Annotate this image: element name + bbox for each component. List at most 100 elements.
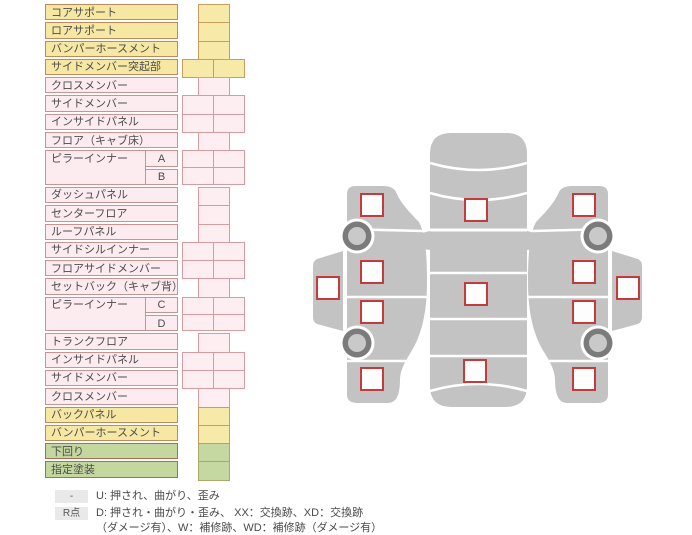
table-row: インサイドパネル	[45, 351, 245, 371]
damage-cell[interactable]	[213, 167, 245, 185]
part-label: インサイドパネル	[45, 351, 178, 368]
damage-cell[interactable]	[198, 461, 230, 481]
part-label: フロアサイドメンバー	[45, 260, 178, 277]
part-label: ピラーインナー	[45, 150, 146, 185]
damage-cell[interactable]	[182, 150, 214, 169]
part-label: サイドメンバー	[45, 369, 178, 387]
mirror-icon	[418, 231, 430, 250]
legend-badge-r: R点	[55, 507, 88, 520]
damage-cell[interactable]	[198, 443, 230, 463]
diagram-checkbox-top-front[interactable]	[464, 198, 488, 222]
table-row: コアサポート	[45, 4, 245, 24]
table-row: フロア（キャブ床）	[45, 132, 245, 152]
table-row: 指定塗装	[45, 461, 245, 481]
parts-table: コアサポート ロアサポート バンパーホースメント サイドメンバー突起部 クロスメ…	[45, 4, 245, 481]
diagram-checkbox-right-front-door[interactable]	[572, 260, 596, 284]
damage-cell[interactable]	[198, 205, 230, 225]
legend-row-u: - U: 押され、曲がり、歪み	[55, 489, 382, 504]
part-label: ダッシュパネル	[45, 186, 178, 204]
damage-cell[interactable]	[198, 186, 230, 207]
damage-cell[interactable]	[213, 260, 245, 280]
diagram-checkbox-right-rocker[interactable]	[616, 276, 640, 300]
diagram-checkbox-top-center[interactable]	[464, 282, 488, 306]
part-label: バンパーホースメント	[45, 424, 178, 442]
damage-cell[interactable]	[213, 150, 245, 169]
damage-cell[interactable]	[198, 132, 230, 152]
damage-cell[interactable]	[213, 296, 245, 315]
diagram-checkbox-left-rear-door[interactable]	[360, 300, 384, 324]
damage-cell[interactable]	[182, 313, 214, 332]
sub-label: C	[145, 296, 178, 314]
table-row: 下回り	[45, 443, 245, 463]
table-row: インサイドパネル	[45, 113, 245, 134]
damage-cell[interactable]	[182, 167, 214, 185]
table-row: バックパネル	[45, 406, 245, 426]
legend: - U: 押され、曲がり、歪み R点 D: 押され・曲がり・歪み、 XX：交換跡…	[55, 489, 382, 535]
diagram-checkbox-right-front-fender[interactable]	[572, 193, 596, 217]
diagram-checkbox-left-rear-fender[interactable]	[360, 367, 384, 391]
part-label: ルーフパネル	[45, 223, 178, 240]
part-label: サイドメンバー	[45, 95, 178, 112]
damage-cell[interactable]	[198, 424, 230, 445]
diagram-checkbox-left-rocker[interactable]	[316, 276, 340, 300]
legend-badge-dash: -	[55, 490, 88, 503]
table-row: セットバック（キャブ背）	[45, 278, 245, 298]
table-row: バンパーホースメント	[45, 424, 245, 445]
damage-cell[interactable]	[198, 278, 230, 298]
damage-cell[interactable]	[213, 113, 245, 134]
legend-text-r-line1: D: 押され・曲がり・歪み、 XX：交換跡、XD：交換跡	[96, 507, 364, 519]
damage-cell[interactable]	[213, 313, 245, 332]
table-row: ロアサポート	[45, 22, 245, 42]
sub-label: D	[145, 315, 178, 332]
table-row: ダッシュパネル	[45, 186, 245, 207]
diagram-checkbox-right-rear-fender[interactable]	[572, 367, 596, 391]
damage-cell[interactable]	[182, 241, 214, 262]
table-row: サイドシルインナー	[45, 241, 245, 262]
legend-text-u: U: 押され、曲がり、歪み	[96, 490, 220, 502]
table-row: サイドメンバー突起部	[45, 58, 245, 79]
part-label: トランクフロア	[45, 333, 178, 350]
damage-cell[interactable]	[182, 369, 214, 390]
damage-cell[interactable]	[182, 260, 214, 280]
legend-row-r: R点 D: 押され・曲がり・歪み、 XX：交換跡、XD：交換跡 （ダメージ有）、…	[55, 506, 382, 535]
table-row: クロスメンバー	[45, 388, 245, 408]
damage-cell[interactable]	[198, 333, 230, 353]
damage-cell[interactable]	[213, 369, 245, 390]
damage-cell[interactable]	[198, 77, 230, 97]
part-label: センターフロア	[45, 205, 178, 222]
damage-cell[interactable]	[198, 388, 230, 408]
damage-cell[interactable]	[182, 113, 214, 134]
damage-cell[interactable]	[213, 95, 245, 115]
damage-cell[interactable]	[213, 58, 245, 79]
car-diagram	[300, 128, 692, 418]
damage-cell[interactable]	[198, 223, 230, 243]
damage-cell[interactable]	[198, 22, 230, 42]
part-label: 下回り	[45, 443, 178, 460]
diagram-checkbox-left-front-door[interactable]	[360, 260, 384, 284]
sub-label: A	[145, 150, 178, 167]
damage-cell[interactable]	[198, 4, 230, 24]
part-label: コアサポート	[45, 4, 178, 21]
damage-cell[interactable]	[182, 95, 214, 115]
damage-cell[interactable]	[182, 296, 214, 315]
part-label: バックパネル	[45, 406, 178, 423]
damage-cell[interactable]	[198, 406, 230, 426]
part-label: ピラーインナー	[45, 296, 146, 332]
diagram-checkbox-top-rear[interactable]	[463, 359, 487, 383]
car-top-view	[418, 133, 539, 407]
diagram-checkbox-left-front-fender[interactable]	[360, 193, 384, 217]
part-label: サイドメンバー突起部	[45, 58, 178, 76]
part-label: バンパーホースメント	[45, 40, 178, 57]
damage-cell[interactable]	[198, 40, 230, 60]
legend-text-r-line2: （ダメージ有）、W：補修跡、WD：補修跡（ダメージ有）	[96, 522, 383, 534]
damage-cell[interactable]	[213, 241, 245, 262]
part-label: ロアサポート	[45, 22, 178, 39]
damage-cell[interactable]	[182, 58, 214, 79]
part-label: セットバック（キャブ背）	[45, 278, 178, 295]
table-row: クロスメンバー	[45, 77, 245, 97]
damage-cell[interactable]	[213, 351, 245, 371]
part-label: 指定塗装	[45, 461, 178, 478]
damage-cell[interactable]	[182, 351, 214, 371]
diagram-checkbox-right-rear-door[interactable]	[572, 300, 596, 324]
